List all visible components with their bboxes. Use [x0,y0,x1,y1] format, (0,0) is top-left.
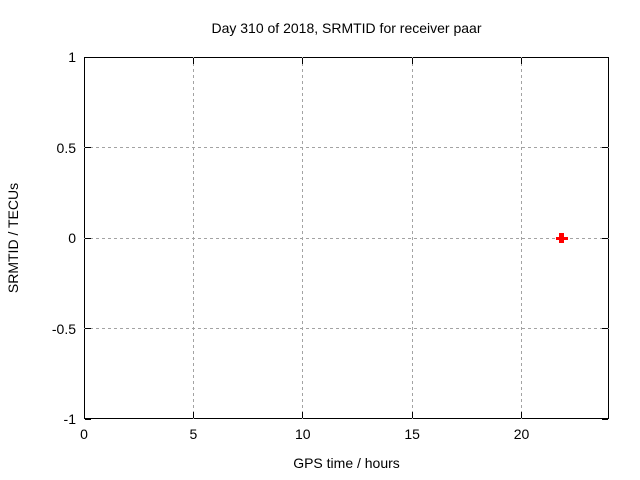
y-tick-right [602,418,608,420]
x-tick-bottom [83,412,85,418]
y-gridline [84,237,609,239]
x-axis-label: GPS time / hours [293,455,400,471]
x-tick-bottom [521,412,522,418]
y-tick-left [85,418,91,420]
y-tick-left [85,237,91,239]
y-tick-label: 0.5 [56,139,76,156]
x-tick-top [411,58,413,64]
x-tick-bottom [192,412,194,418]
y-tick-right [602,147,608,148]
x-tick-label: 5 [189,426,198,442]
y-tick-label: -0.5 [51,320,76,337]
y-tick-left [85,147,91,148]
y-gridline [84,147,609,148]
y-tick-right [602,237,608,239]
x-tick-bottom [411,412,413,418]
x-tick-top [521,58,522,64]
y-tick-label: 1 [68,49,76,65]
y-tick-left [85,56,91,58]
y-tick-label: -1 [63,411,76,427]
x-tick-top [192,58,194,64]
x-tick-top [302,58,304,64]
y-tick-right [602,56,608,58]
y-tick-left [85,328,91,329]
x-tick-label: 10 [294,426,311,442]
x-tick-label: 15 [404,426,420,442]
y-axis-label: SRMTID / TECUs [5,182,21,294]
x-tick-label: 20 [513,426,530,442]
data-point-marker-v [559,233,565,243]
x-tick-bottom [302,412,304,418]
y-gridline [84,328,609,329]
y-tick-label: 0 [68,230,76,246]
chart-title: Day 310 of 2018, SRMTID for receiver paa… [211,20,482,36]
x-tick-top [83,58,85,64]
x-tick-label: 0 [80,426,88,442]
y-tick-right [602,328,608,329]
